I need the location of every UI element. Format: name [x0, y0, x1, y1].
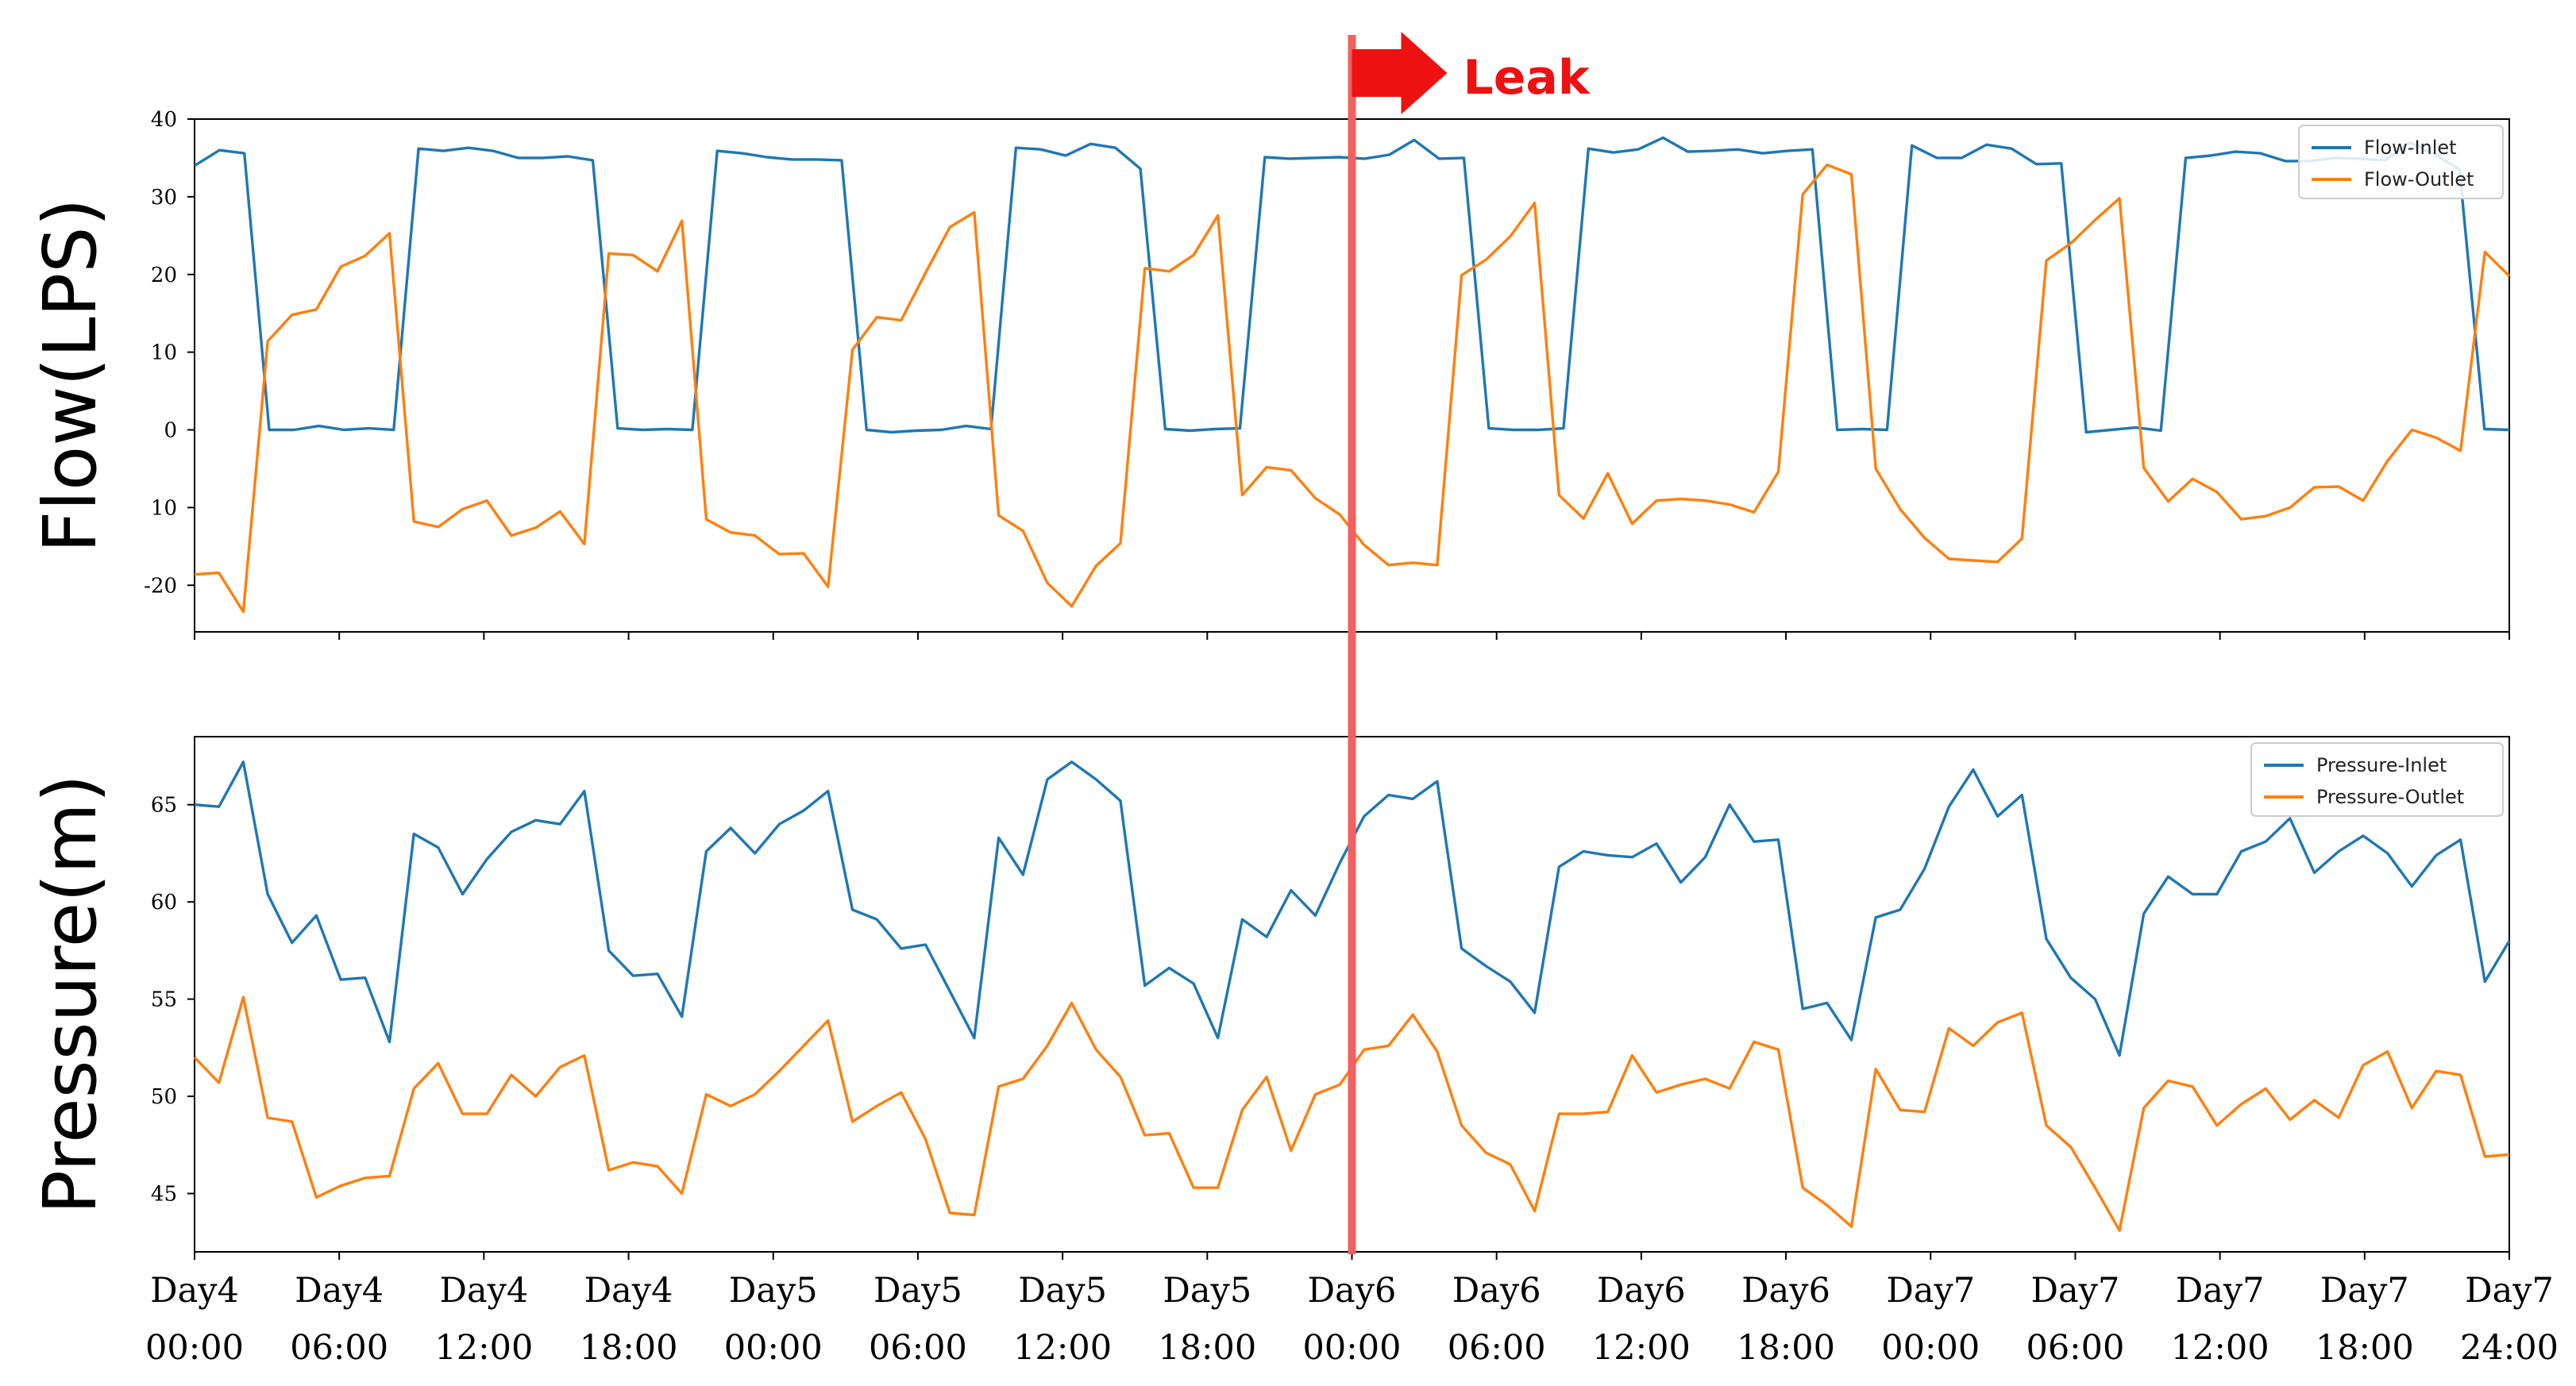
- pressure-ytick-label: 50: [151, 1085, 177, 1109]
- pressure-ytick-label: 55: [151, 988, 177, 1012]
- leak-label: Leak: [1463, 50, 1591, 106]
- xtick-label-day: Day5: [729, 1271, 818, 1311]
- xtick-label-time: 00:00: [1303, 1328, 1402, 1368]
- flow-ytick-label: 0: [164, 419, 177, 443]
- xtick-label-day: Day6: [1741, 1271, 1830, 1311]
- xtick-label-day: Day6: [1308, 1271, 1397, 1311]
- xtick-label-time: 18:00: [1737, 1328, 1835, 1368]
- legend-label: Pressure-Outlet: [2316, 786, 2464, 808]
- xtick-label-time: 18:00: [1158, 1328, 1256, 1368]
- xtick-label-day: Day7: [2031, 1271, 2120, 1311]
- xtick-label-day: Day7: [1886, 1271, 1975, 1311]
- xtick-label-time: 12:00: [2171, 1328, 2269, 1368]
- flow-ytick-label: -20: [144, 574, 177, 598]
- xtick-label-day: Day6: [1452, 1271, 1541, 1311]
- legend-label: Flow-Outlet: [2364, 168, 2474, 191]
- pressure-legend: Pressure-Inlet Pressure-Outlet: [2250, 742, 2504, 817]
- legend-label: Pressure-Inlet: [2316, 754, 2447, 776]
- xtick-label-time: 12:00: [434, 1328, 533, 1368]
- xtick-label-day: Day7: [2176, 1271, 2265, 1311]
- pressure-ytick-label: 60: [151, 891, 177, 914]
- xtick-label-day: Day4: [295, 1271, 384, 1311]
- leak-arrow-icon: [1352, 32, 1448, 114]
- legend-box: [2250, 742, 2504, 817]
- xtick-label-day: Day4: [439, 1271, 528, 1311]
- xtick-label-day: Day6: [1597, 1271, 1686, 1311]
- flow-legend: Flow-Inlet Flow-Outlet: [2298, 125, 2504, 199]
- xtick-label-time: 18:00: [580, 1328, 678, 1368]
- xtick-label-day: Day7: [2465, 1271, 2554, 1311]
- xtick-label-day: Day4: [584, 1271, 673, 1311]
- xtick-label-time: 18:00: [2316, 1328, 2414, 1368]
- xtick-label-time: 12:00: [1013, 1328, 1112, 1368]
- flow-ytick-label: 10: [151, 496, 177, 520]
- xtick-label-time: 00:00: [145, 1328, 244, 1368]
- pressure-ytick-label: 45: [151, 1183, 177, 1207]
- xtick-label-time: 06:00: [869, 1328, 967, 1368]
- legend-label: Flow-Inlet: [2364, 137, 2457, 159]
- xtick-label-time: 24:00: [2460, 1328, 2559, 1368]
- xtick-label-day: Day7: [2320, 1271, 2409, 1311]
- flow-ylabel: Flow(LPS): [28, 198, 113, 553]
- flow-ytick-label: 10: [151, 341, 177, 365]
- flow-ytick-label: 40: [151, 108, 177, 132]
- xtick-label-time: 00:00: [1881, 1328, 1980, 1368]
- xtick-label-day: Day5: [873, 1271, 962, 1311]
- xtick-label-time: 06:00: [2026, 1328, 2124, 1368]
- xtick-label-day: Day5: [1163, 1271, 1251, 1311]
- flow-ytick-label: 30: [151, 186, 177, 210]
- pressure-ytick-label: 65: [151, 794, 177, 818]
- xtick-label-time: 00:00: [724, 1328, 823, 1368]
- xtick-label-time: 12:00: [1592, 1328, 1691, 1368]
- xtick-label-day: Day4: [150, 1271, 239, 1311]
- flow-ytick-label: 20: [151, 264, 177, 287]
- xtick-label-time: 06:00: [1448, 1328, 1546, 1368]
- pressure-ylabel: Pressure(m): [28, 774, 113, 1214]
- xtick-label-time: 06:00: [290, 1328, 388, 1368]
- xtick-label-day: Day5: [1018, 1271, 1107, 1311]
